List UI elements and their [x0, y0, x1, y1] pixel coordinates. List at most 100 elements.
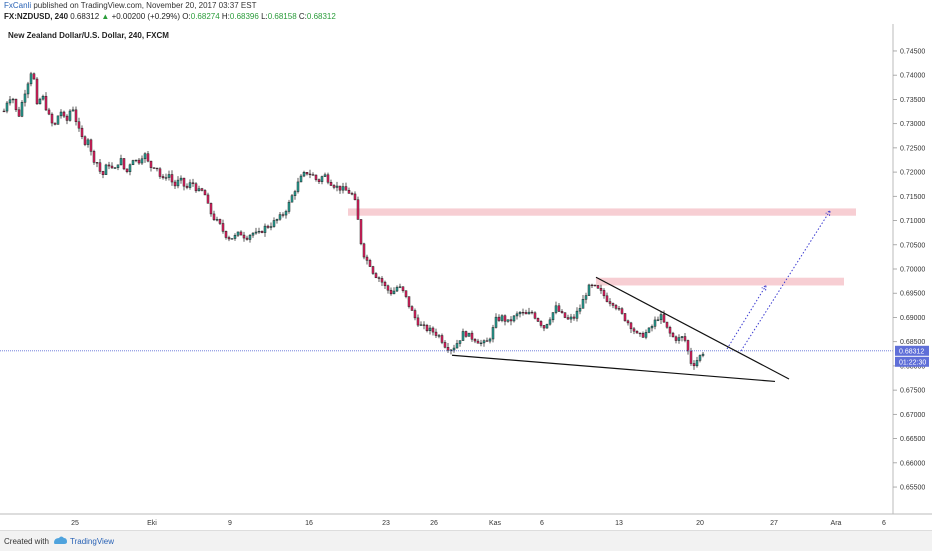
candle-body — [383, 281, 387, 287]
candle-body — [296, 181, 300, 192]
supply-zone — [596, 277, 844, 286]
candle-body — [695, 360, 699, 367]
candle-body — [17, 109, 21, 117]
candles — [2, 71, 705, 370]
candle-body — [587, 284, 591, 296]
candle-body — [278, 214, 282, 220]
candle-body — [272, 220, 276, 227]
candle-body — [146, 153, 150, 162]
last-price: 0.68312 — [70, 12, 100, 21]
author-link[interactable]: FxCanli — [4, 1, 32, 10]
candle-body — [473, 338, 477, 342]
candle-body — [317, 179, 321, 182]
candle-body — [107, 164, 111, 167]
x-tick-label: Ara — [831, 520, 842, 527]
candle-body — [452, 347, 456, 351]
candle-body — [263, 225, 267, 233]
candle-body — [260, 231, 264, 233]
candle-body — [209, 203, 213, 215]
projection-line — [726, 285, 767, 350]
candle-body — [395, 286, 399, 292]
candle-body — [248, 234, 252, 240]
x-tick-label: 20 — [696, 520, 704, 527]
candle-body — [290, 195, 294, 203]
x-tick-label: 16 — [305, 520, 313, 527]
candle-body — [698, 355, 702, 361]
candle-body — [545, 323, 549, 329]
price-chart[interactable]: 0.74500 0.74000 0.73500 0.73000 0.72500 0.720… — [0, 24, 932, 530]
candle-body — [446, 347, 450, 351]
candle-body — [170, 174, 174, 183]
candle-body — [335, 185, 339, 188]
candle-body — [176, 179, 180, 187]
candle-body — [680, 336, 684, 338]
candle-body — [155, 167, 159, 170]
candle-body — [8, 99, 12, 104]
candle-body — [569, 316, 573, 320]
supply-zone — [348, 208, 856, 216]
candle-body — [137, 159, 141, 164]
candle-body — [626, 320, 630, 324]
candle-body — [230, 238, 234, 240]
candle-body — [617, 308, 621, 310]
candle-body — [74, 109, 78, 122]
candle-body — [608, 301, 612, 304]
candle-body — [320, 176, 324, 182]
candle-body — [173, 181, 177, 187]
candle-body — [359, 219, 363, 245]
x-tick-label: 13 — [615, 520, 623, 527]
candle-body — [503, 315, 507, 322]
candle-body — [71, 109, 75, 112]
y-tick-label: 0.73500 — [900, 97, 925, 104]
candle-body — [281, 214, 285, 216]
candle-body — [14, 98, 18, 111]
candle-body — [341, 186, 345, 191]
candle-body — [479, 342, 483, 344]
candle-body — [41, 95, 45, 100]
candle-body — [362, 243, 366, 258]
y-tick-label: 0.67500 — [900, 388, 925, 395]
candle-body — [131, 160, 135, 166]
high-label: H: — [221, 12, 230, 21]
candle-body — [641, 333, 645, 338]
y-tick-label: 0.66000 — [900, 460, 925, 467]
candle-body — [512, 315, 516, 322]
candle-body — [653, 319, 657, 327]
candle-body — [35, 78, 39, 105]
candle-body — [614, 305, 618, 309]
candle-body — [674, 336, 678, 341]
candle-body — [515, 313, 519, 317]
candle-body — [458, 340, 462, 344]
candle-body — [665, 321, 669, 328]
candle-body — [80, 127, 84, 137]
price-axis[interactable]: 0.74500 0.74000 0.73500 0.73000 0.72500 0.720… — [893, 48, 925, 492]
candle-body — [644, 332, 648, 338]
candle-body — [542, 325, 546, 329]
candle-body — [701, 353, 705, 356]
candle-body — [167, 174, 171, 178]
candle-body — [233, 235, 237, 239]
candle-body — [581, 299, 585, 309]
candle-body — [65, 115, 69, 121]
candle-body — [410, 306, 414, 311]
candle-body — [455, 343, 459, 349]
candle-body — [530, 311, 534, 314]
x-tick-label: 26 — [430, 520, 438, 527]
candle-body — [116, 164, 120, 168]
candle-body — [560, 311, 564, 313]
candle-body — [416, 317, 420, 326]
tradingview-link[interactable]: TradingView — [70, 537, 115, 546]
candle-body — [671, 332, 675, 338]
candle-body — [389, 289, 393, 295]
candle-body — [86, 139, 90, 145]
y-tick-label: 0.71500 — [900, 194, 925, 201]
candle-body — [83, 136, 87, 145]
candle-body — [179, 177, 183, 181]
candle-body — [623, 313, 627, 322]
candle-body — [407, 296, 411, 307]
candle-body — [119, 158, 123, 166]
time-axis[interactable]: 25 Eki 9 16 23 26 Kas 6 13 20 27 Ara 6 — [71, 520, 886, 527]
candle-body — [419, 324, 423, 326]
candle-body — [149, 160, 153, 168]
trendline — [451, 354, 776, 383]
